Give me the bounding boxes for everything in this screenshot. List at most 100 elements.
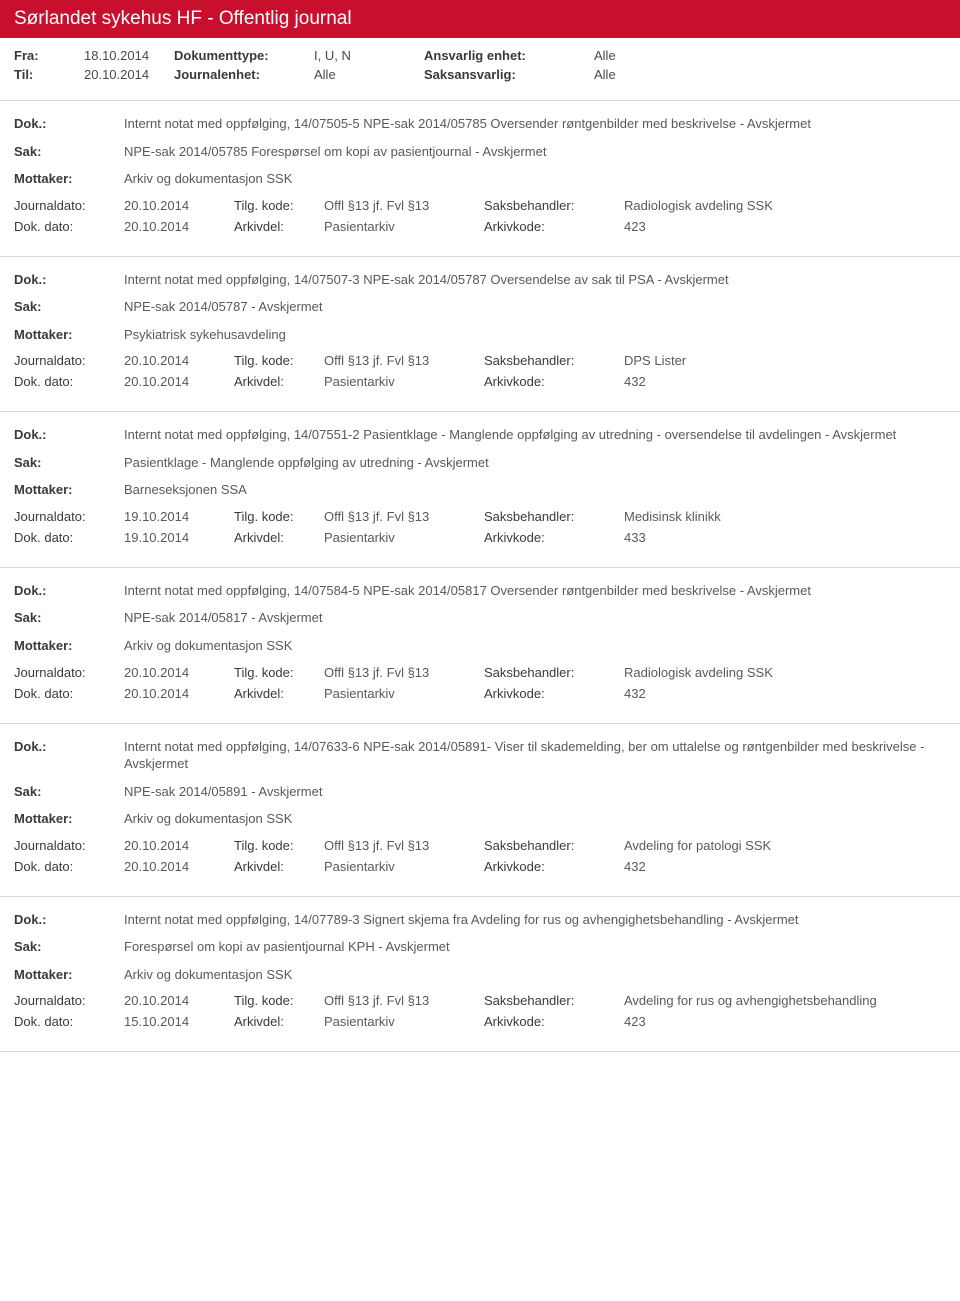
saksbehandler-label: Saksbehandler: xyxy=(484,838,624,853)
journal-entry: Dok.: Internt notat med oppfølging, 14/0… xyxy=(0,101,960,257)
journaldato-row: Journaldato: 19.10.2014 Tilg. kode: Offl… xyxy=(14,509,946,524)
dok-value: Internt notat med oppfølging, 14/07507-3… xyxy=(124,271,946,289)
mottaker-label: Mottaker: xyxy=(14,967,124,982)
dokdato-row: Dok. dato: 20.10.2014 Arkivdel: Pasienta… xyxy=(14,686,946,701)
saksansvarlig-value: Alle xyxy=(594,67,616,82)
saksansvarlig-label: Saksansvarlig: xyxy=(424,67,594,82)
journaldato-label: Journaldato: xyxy=(14,993,124,1008)
dok-value: Internt notat med oppfølging, 14/07505-5… xyxy=(124,115,946,133)
journaldato-value: 20.10.2014 xyxy=(124,993,234,1008)
journaldato-row: Journaldato: 20.10.2014 Tilg. kode: Offl… xyxy=(14,665,946,680)
sak-row: Sak: Forespørsel om kopi av pasientjourn… xyxy=(14,938,946,956)
dokdato-label: Dok. dato: xyxy=(14,374,124,389)
journaldato-label: Journaldato: xyxy=(14,353,124,368)
doktype-label: Dokumenttype: xyxy=(174,48,314,63)
tilgkode-label: Tilg. kode: xyxy=(234,838,324,853)
dokdato-row: Dok. dato: 20.10.2014 Arkivdel: Pasienta… xyxy=(14,219,946,234)
saksbehandler-value: Radiologisk avdeling SSK xyxy=(624,198,773,213)
saksbehandler-value: Radiologisk avdeling SSK xyxy=(624,665,773,680)
meta-row-fra: Fra: 18.10.2014 Dokumenttype: I, U, N An… xyxy=(14,48,946,63)
sak-label: Sak: xyxy=(14,610,124,625)
saksbehandler-label: Saksbehandler: xyxy=(484,509,624,524)
dokdato-label: Dok. dato: xyxy=(14,219,124,234)
mottaker-label: Mottaker: xyxy=(14,482,124,497)
journalenhet-label: Journalenhet: xyxy=(174,67,314,82)
saksbehandler-value: Avdeling for rus og avhengighetsbehandli… xyxy=(624,993,877,1008)
saksbehandler-value: Avdeling for patologi SSK xyxy=(624,838,771,853)
arkivkode-label: Arkivkode: xyxy=(484,219,624,234)
mottaker-value: Arkiv og dokumentasjon SSK xyxy=(124,810,946,828)
journaldato-label: Journaldato: xyxy=(14,509,124,524)
til-value: 20.10.2014 xyxy=(84,67,174,82)
sak-row: Sak: Pasientklage - Manglende oppfølging… xyxy=(14,454,946,472)
fra-label: Fra: xyxy=(14,48,84,63)
arkivkode-value: 423 xyxy=(624,1014,646,1029)
arkivkode-label: Arkivkode: xyxy=(484,374,624,389)
sak-row: Sak: NPE-sak 2014/05817 - Avskjermet xyxy=(14,609,946,627)
dok-label: Dok.: xyxy=(14,116,124,131)
arkivdel-value: Pasientarkiv xyxy=(324,859,484,874)
dokdato-value: 20.10.2014 xyxy=(124,859,234,874)
dok-label: Dok.: xyxy=(14,583,124,598)
mottaker-label: Mottaker: xyxy=(14,638,124,653)
dokdato-label: Dok. dato: xyxy=(14,1014,124,1029)
dokdato-value: 15.10.2014 xyxy=(124,1014,234,1029)
journaldato-row: Journaldato: 20.10.2014 Tilg. kode: Offl… xyxy=(14,198,946,213)
dokdato-label: Dok. dato: xyxy=(14,859,124,874)
dok-value: Internt notat med oppfølging, 14/07584-5… xyxy=(124,582,946,600)
doktype-value: I, U, N xyxy=(314,48,424,63)
dokdato-row: Dok. dato: 19.10.2014 Arkivdel: Pasienta… xyxy=(14,530,946,545)
dokdato-row: Dok. dato: 15.10.2014 Arkivdel: Pasienta… xyxy=(14,1014,946,1029)
sak-label: Sak: xyxy=(14,299,124,314)
sak-value: NPE-sak 2014/05817 - Avskjermet xyxy=(124,609,946,627)
journal-entry: Dok.: Internt notat med oppfølging, 14/0… xyxy=(0,568,960,724)
arkivdel-value: Pasientarkiv xyxy=(324,374,484,389)
journaldato-value: 20.10.2014 xyxy=(124,198,234,213)
dokdato-row: Dok. dato: 20.10.2014 Arkivdel: Pasienta… xyxy=(14,859,946,874)
sak-value: NPE-sak 2014/05787 - Avskjermet xyxy=(124,298,946,316)
saksbehandler-label: Saksbehandler: xyxy=(484,993,624,1008)
arkivdel-label: Arkivdel: xyxy=(234,530,324,545)
dok-label: Dok.: xyxy=(14,272,124,287)
tilgkode-label: Tilg. kode: xyxy=(234,353,324,368)
tilgkode-label: Tilg. kode: xyxy=(234,993,324,1008)
sak-row: Sak: NPE-sak 2014/05785 Forespørsel om k… xyxy=(14,143,946,161)
mottaker-row: Mottaker: Barneseksjonen SSA xyxy=(14,481,946,499)
arkivdel-value: Pasientarkiv xyxy=(324,1014,484,1029)
mottaker-value: Arkiv og dokumentasjon SSK xyxy=(124,170,946,188)
arkivkode-value: 433 xyxy=(624,530,646,545)
dok-row: Dok.: Internt notat med oppfølging, 14/0… xyxy=(14,911,946,929)
dok-label: Dok.: xyxy=(14,427,124,442)
dokdato-value: 19.10.2014 xyxy=(124,530,234,545)
arkivdel-value: Pasientarkiv xyxy=(324,219,484,234)
arkivdel-value: Pasientarkiv xyxy=(324,686,484,701)
arkivdel-label: Arkivdel: xyxy=(234,219,324,234)
arkivdel-label: Arkivdel: xyxy=(234,859,324,874)
arkivkode-value: 423 xyxy=(624,219,646,234)
dokdato-label: Dok. dato: xyxy=(14,686,124,701)
journal-entry: Dok.: Internt notat med oppfølging, 14/0… xyxy=(0,724,960,897)
arkivdel-label: Arkivdel: xyxy=(234,1014,324,1029)
mottaker-label: Mottaker: xyxy=(14,811,124,826)
sak-row: Sak: NPE-sak 2014/05891 - Avskjermet xyxy=(14,783,946,801)
dokdato-label: Dok. dato: xyxy=(14,530,124,545)
sak-value: NPE-sak 2014/05891 - Avskjermet xyxy=(124,783,946,801)
tilgkode-value: Offl §13 jf. Fvl §13 xyxy=(324,665,484,680)
sak-row: Sak: NPE-sak 2014/05787 - Avskjermet xyxy=(14,298,946,316)
sak-value: Pasientklage - Manglende oppfølging av u… xyxy=(124,454,946,472)
tilgkode-value: Offl §13 jf. Fvl §13 xyxy=(324,838,484,853)
saksbehandler-value: DPS Lister xyxy=(624,353,686,368)
journaldato-value: 20.10.2014 xyxy=(124,665,234,680)
journaldato-row: Journaldato: 20.10.2014 Tilg. kode: Offl… xyxy=(14,838,946,853)
arkivkode-label: Arkivkode: xyxy=(484,686,624,701)
sak-value: Forespørsel om kopi av pasientjournal KP… xyxy=(124,938,946,956)
journaldato-value: 20.10.2014 xyxy=(124,838,234,853)
journaldato-label: Journaldato: xyxy=(14,665,124,680)
journaldato-label: Journaldato: xyxy=(14,838,124,853)
journaldato-value: 20.10.2014 xyxy=(124,353,234,368)
tilgkode-value: Offl §13 jf. Fvl §13 xyxy=(324,353,484,368)
mottaker-row: Mottaker: Psykiatrisk sykehusavdeling xyxy=(14,326,946,344)
dok-label: Dok.: xyxy=(14,739,124,754)
dokdato-value: 20.10.2014 xyxy=(124,219,234,234)
dok-row: Dok.: Internt notat med oppfølging, 14/0… xyxy=(14,115,946,133)
